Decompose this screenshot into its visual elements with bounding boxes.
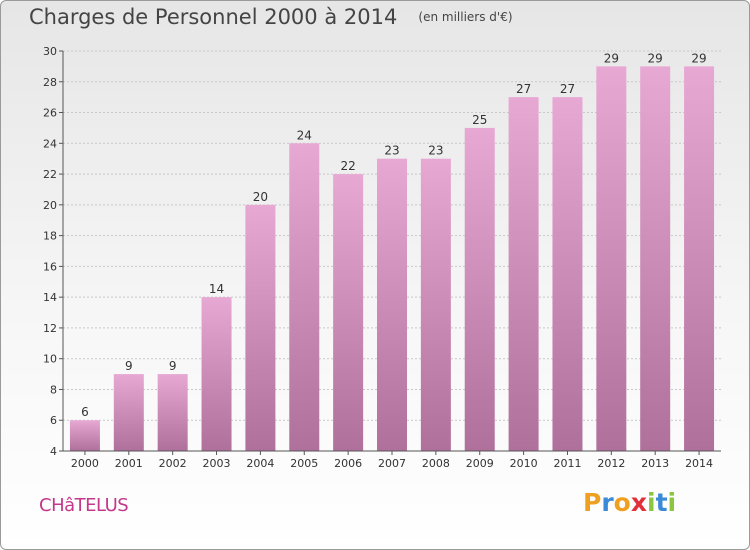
y-tick-label: 8 [50,383,57,396]
bar [464,127,495,451]
bar-value-label: 29 [648,51,663,65]
bar-value-label: 9 [125,359,133,373]
bar [245,204,276,451]
logo-letter: t [655,488,668,517]
y-tick-label: 28 [43,76,57,89]
x-tick-label: 2011 [553,457,581,470]
y-tick-label: 14 [43,291,57,304]
x-tick-label: 2009 [466,457,494,470]
y-tick-label: 12 [43,322,57,335]
bar-value-label: 24 [297,128,312,142]
logo-letter: x [630,488,647,517]
logo-letter: i [647,488,656,517]
x-tick-label: 2000 [71,457,99,470]
y-tick-label: 26 [43,107,57,120]
bar [684,66,715,451]
y-tick-label: 18 [43,230,57,243]
y-tick-label: 16 [43,260,57,273]
x-tick-label: 2002 [159,457,187,470]
y-tick-label: 6 [50,414,57,427]
bar-value-label: 25 [472,113,487,127]
x-tick-label: 2001 [115,457,143,470]
x-tick-label: 2007 [378,457,406,470]
logo-letter: o [613,488,631,517]
bar-value-label: 20 [253,190,268,204]
proxiti-logo: Proxiti [583,488,676,517]
bar-value-label: 6 [81,405,89,419]
x-tick-label: 2008 [422,457,450,470]
title-row: Charges de Personnel 2000 à 2014 (en mil… [29,5,513,29]
bar [640,66,671,451]
bar-value-label: 23 [384,144,399,158]
bar [333,174,364,452]
commune-name: CHâTELUS [39,495,129,516]
x-tick-label: 2014 [685,457,713,470]
x-tick-label: 2012 [597,457,625,470]
logo-letter: i [667,488,677,517]
y-tick-label: 4 [50,445,57,458]
bar-value-label: 29 [691,51,706,65]
bar [552,97,583,452]
y-tick-label: 10 [43,353,57,366]
logo-letter: P [583,488,602,517]
bar [508,97,539,452]
bar-value-label: 9 [169,359,177,373]
bar [289,143,320,452]
bars-layer: 6 9 9 14 20 24 22 23 23 25 27 27 29 29 29 [69,51,715,452]
axis-layer: 4 6 8 10 12 14 16 18 20 22 24 26 28 30 2000 2001 2002 200… [43,45,721,470]
bar-value-label: 27 [516,82,531,96]
x-tick-label: 2004 [246,457,274,470]
y-tick-label: 30 [43,45,57,58]
bar [69,420,100,451]
bar-value-label: 29 [604,51,619,65]
bar-value-label: 27 [560,82,575,96]
bar [201,297,232,451]
bar-value-label: 22 [340,159,355,173]
x-tick-label: 2006 [334,457,362,470]
chart-title: Charges de Personnel 2000 à 2014 [29,5,398,29]
bar-value-label: 23 [428,144,443,158]
x-tick-label: 2010 [510,457,538,470]
y-tick-label: 24 [43,137,57,150]
bar [377,158,407,451]
bar-value-label: 14 [209,282,224,296]
bar [596,66,627,451]
x-tick-label: 2003 [203,457,231,470]
x-tick-label: 2013 [641,457,669,470]
x-tick-label: 2005 [290,457,318,470]
y-tick-label: 22 [43,168,57,181]
logo-letter: r [601,488,614,517]
bar [420,158,451,451]
bar [157,374,188,451]
chart-subtitle: (en milliers d'€) [418,10,513,24]
y-tick-label: 20 [43,199,57,212]
bar [113,374,144,451]
